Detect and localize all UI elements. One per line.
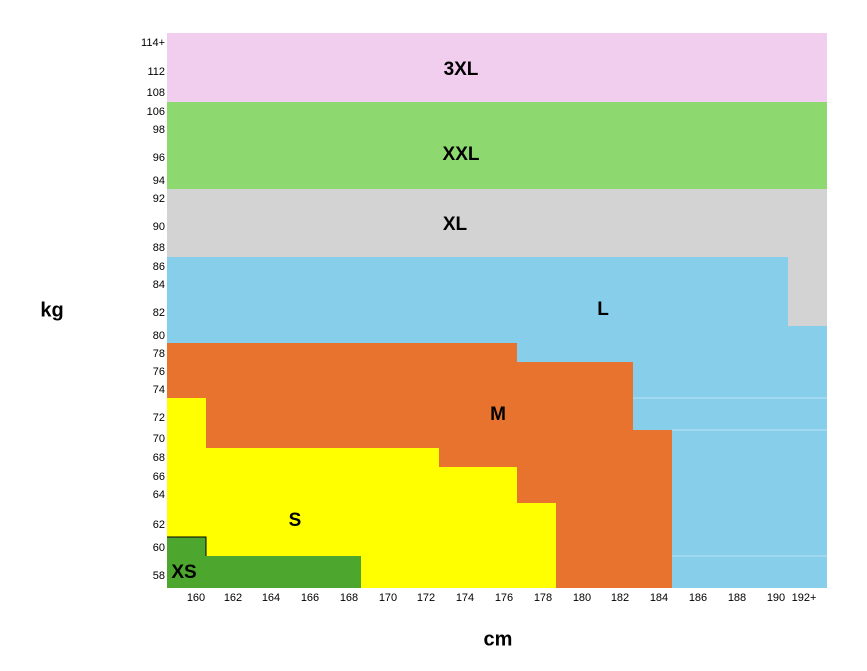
y-ticks: 114+ 112 108 106 98 96 94 92 90 88 86 84 82 80 78 76 74 7… — [141, 37, 165, 582]
y-tick-label: 90 — [153, 221, 165, 233]
x-tick-label: 182 — [611, 592, 629, 604]
region-xxl — [167, 102, 827, 189]
x-tick-label: 190 — [767, 592, 785, 604]
y-tick-label: 74 — [153, 384, 165, 396]
y-tick-label: 64 — [153, 489, 165, 501]
x-ticks: 160 162 164 166 168 170 172 174 176 178 180 182 184 1… — [187, 592, 817, 604]
x-tick-label: 176 — [495, 592, 513, 604]
x-tick-label: 178 — [534, 592, 552, 604]
x-tick-label: 180 — [573, 592, 591, 604]
y-tick-label: 72 — [153, 412, 165, 424]
size-label: XL — [443, 214, 468, 235]
y-tick-label: 98 — [153, 124, 165, 136]
region-l — [167, 257, 788, 326]
size-label: 3XL — [444, 59, 479, 80]
size-label: L — [597, 299, 609, 320]
size-label: M — [490, 404, 506, 425]
size-label: XS — [171, 562, 196, 583]
y-tick-label: 114+ — [141, 37, 165, 49]
size-labels: 3XL XXL XL L M S XS — [171, 59, 609, 583]
y-tick-label: 112 — [147, 66, 165, 78]
faint-lines — [633, 397, 827, 557]
x-tick-label: 168 — [340, 592, 358, 604]
x-tick-label: 170 — [379, 592, 397, 604]
y-tick-label: 68 — [153, 452, 165, 464]
x-tick-label: 172 — [417, 592, 435, 604]
y-tick-label: 78 — [153, 348, 165, 360]
region-xl-strip — [788, 257, 827, 326]
size-label: XXL — [443, 144, 480, 165]
region-s — [167, 398, 556, 588]
x-tick-label: 160 — [187, 592, 205, 604]
y-tick-label: 60 — [153, 542, 165, 554]
x-tick-label: 184 — [650, 592, 668, 604]
y-tick-label: 66 — [153, 471, 165, 483]
region-xs — [167, 537, 361, 588]
y-tick-label: 70 — [153, 433, 165, 445]
y-tick-label: 88 — [153, 242, 165, 254]
x-axis-label: cm — [484, 628, 513, 650]
x-tick-label: 188 — [728, 592, 746, 604]
x-tick-label: 166 — [301, 592, 319, 604]
y-tick-label: 76 — [153, 366, 165, 378]
y-tick-label: 96 — [153, 152, 165, 164]
y-tick-label: 84 — [153, 279, 165, 291]
x-tick-label: 186 — [689, 592, 707, 604]
y-tick-label: 80 — [153, 330, 165, 342]
x-tick-label: 174 — [456, 592, 474, 604]
y-tick-label: 82 — [153, 307, 165, 319]
x-tick-label: 164 — [262, 592, 280, 604]
region-xl — [167, 189, 827, 257]
y-tick-label: 58 — [153, 570, 165, 582]
x-tick-label: 192+ — [792, 592, 817, 604]
y-tick-label: 92 — [153, 193, 165, 205]
y-tick-label: 62 — [153, 519, 165, 531]
region-3xl — [167, 33, 827, 102]
y-tick-label: 108 — [147, 87, 165, 99]
y-tick-label: 94 — [153, 175, 165, 187]
y-axis-label: kg — [40, 299, 63, 321]
y-tick-label: 86 — [153, 261, 165, 273]
y-tick-label: 106 — [147, 106, 165, 118]
size-label: S — [289, 510, 302, 531]
x-tick-label: 162 — [224, 592, 242, 604]
xs-outline — [167, 536, 207, 556]
